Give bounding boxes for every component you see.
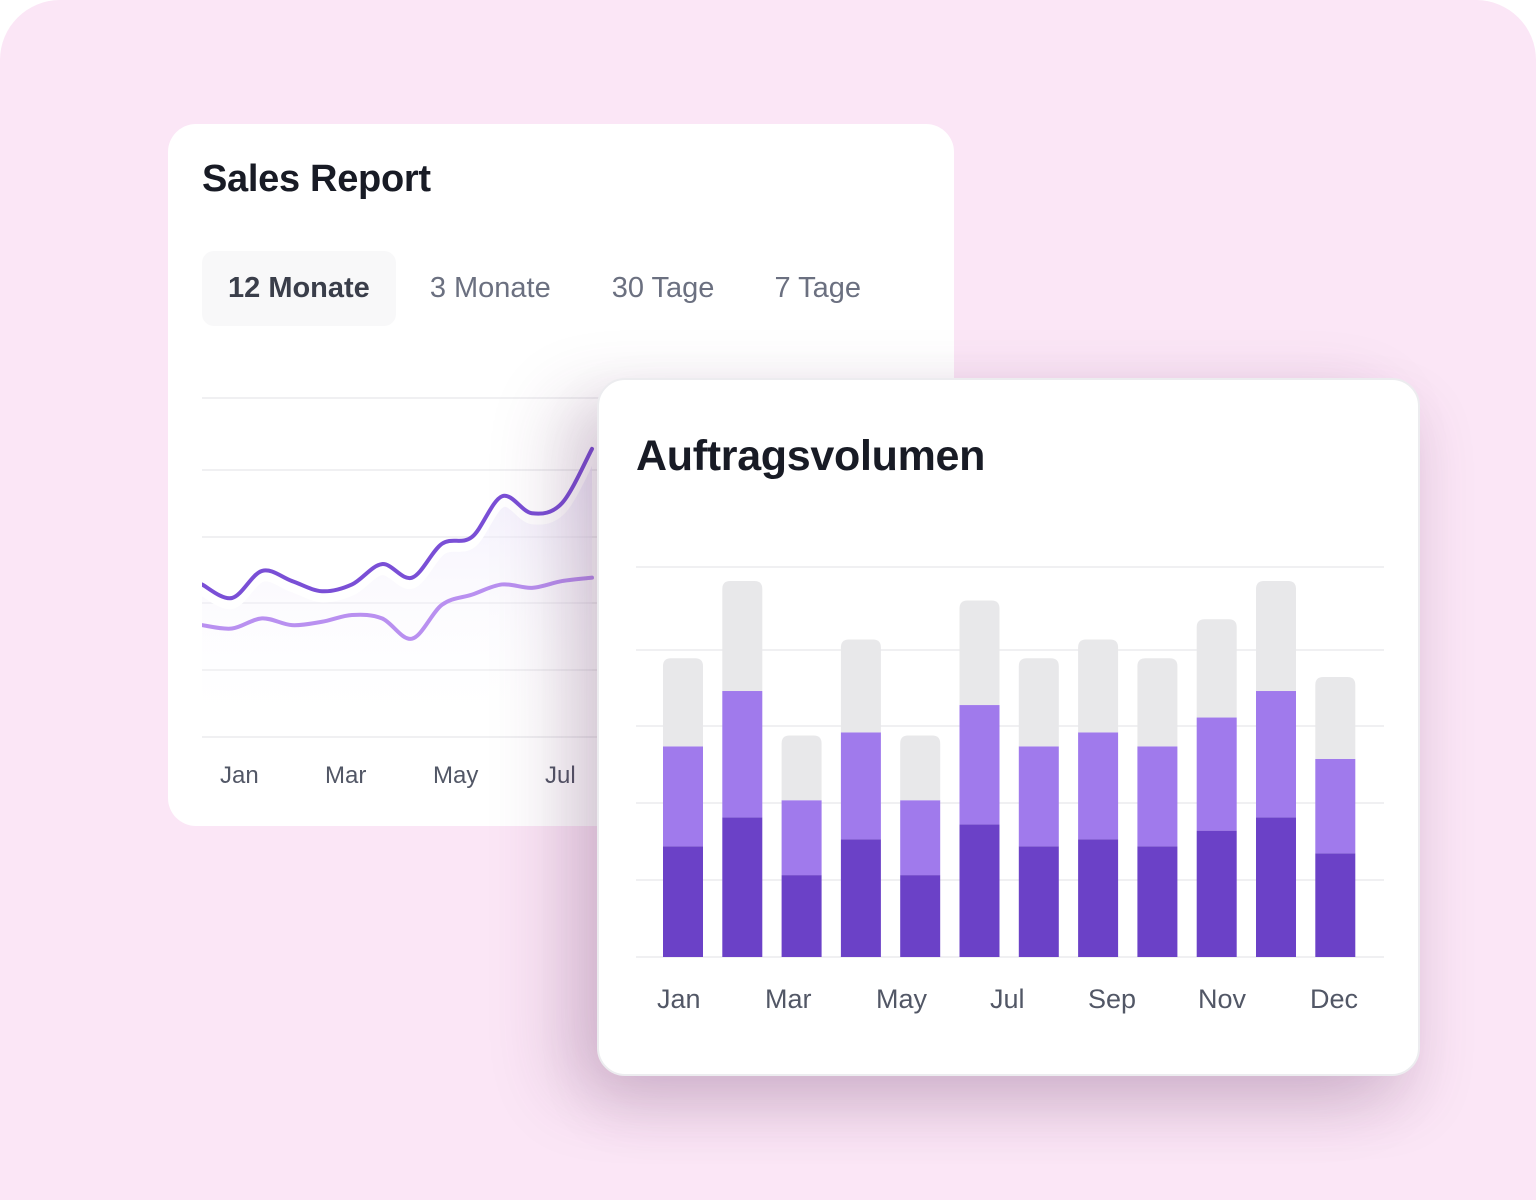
bar-feb[interactable] [722, 581, 763, 957]
order-volume-card: Auftragsvolumen Jan Mar May Jul Sep Nov … [597, 378, 1420, 1076]
bar-segment-dark [663, 846, 703, 957]
bar-segment-dark [1018, 846, 1059, 957]
order-volume-bar-chart [636, 566, 1384, 958]
bar-segment-light [900, 735, 941, 801]
bar-segment-dark [900, 875, 941, 957]
bar-mar[interactable] [781, 735, 822, 957]
bar-segment-light [1256, 581, 1296, 692]
bar-jun[interactable] [959, 600, 1000, 957]
period-tabs: 12 Monate 3 Monate 30 Tage 7 Tage [202, 251, 861, 326]
bar-segment-mid [1196, 717, 1237, 831]
bar-oct[interactable] [1196, 619, 1237, 957]
x-label-mar: Mar [765, 984, 812, 1014]
bar-nov[interactable] [1256, 581, 1296, 957]
bar-segment-dark [1315, 853, 1356, 957]
bar-segment-dark [722, 817, 763, 957]
x-label-mar: Mar [325, 762, 367, 789]
tab-3-months[interactable]: 3 Monate [429, 272, 551, 304]
x-label-sep: Sep [1088, 984, 1137, 1014]
bar-segment-light [840, 639, 881, 733]
tab-12-months[interactable]: 12 Monate [202, 251, 396, 326]
x-label-may: May [876, 984, 928, 1014]
bar-jul[interactable] [1018, 658, 1059, 957]
bar-segment-light [781, 735, 822, 801]
bar-segment-dark [1256, 817, 1296, 957]
x-label-dec: Dec [1310, 984, 1359, 1014]
x-label-nov: Nov [1198, 984, 1247, 1014]
bar-dec[interactable] [1315, 676, 1356, 957]
order-volume-title: Auftragsvolumen [636, 432, 986, 480]
bar-segment-mid [1018, 746, 1059, 847]
bar-sep[interactable] [1137, 658, 1178, 957]
bar-segment-light [959, 600, 1000, 706]
secondary-line [202, 575, 594, 641]
bar-segment-mid [1078, 732, 1119, 840]
x-label-jul: Jul [990, 984, 1025, 1014]
bar-segment-dark [959, 824, 1000, 957]
bar-segment-mid [1137, 746, 1178, 847]
bar-apr[interactable] [840, 639, 881, 957]
bar-segment-mid [1256, 691, 1296, 818]
bar-segment-dark [781, 875, 822, 957]
bar-segment-dark [1196, 830, 1237, 957]
line-halo [202, 452, 597, 610]
bar-segment-mid [722, 691, 763, 818]
sales-report-title: Sales Report [202, 158, 431, 200]
tab-7-days[interactable]: 7 Tage [774, 272, 861, 304]
x-label-jul: Jul [545, 762, 576, 789]
bar-segment-light [1196, 619, 1237, 718]
bar-segment-mid [1315, 758, 1356, 854]
x-label-jan: Jan [657, 984, 701, 1014]
bar-segment-light [1078, 639, 1119, 733]
bar-aug[interactable] [1078, 639, 1119, 957]
bar-segment-light [1137, 658, 1178, 747]
bar-may[interactable] [900, 735, 941, 957]
x-label-jan: Jan [220, 762, 259, 789]
bar-segment-mid [663, 746, 703, 847]
bar-segment-light [1018, 658, 1059, 747]
bar-jan[interactable] [663, 658, 703, 957]
bar-segment-mid [840, 732, 881, 840]
bar-segment-light [722, 581, 763, 692]
bar-segment-mid [959, 705, 1000, 825]
tab-30-days[interactable]: 30 Tage [611, 272, 715, 304]
bar-segment-dark [1078, 839, 1119, 957]
bar-segment-dark [1137, 846, 1178, 957]
bar-segment-mid [900, 800, 941, 876]
bar-segment-dark [840, 839, 881, 957]
x-label-may: May [433, 762, 479, 789]
bar-segment-mid [781, 800, 822, 876]
bar-segment-light [1315, 676, 1356, 759]
primary-line [202, 446, 594, 601]
bar-segment-light [663, 658, 703, 747]
line-area-fill [202, 448, 592, 737]
